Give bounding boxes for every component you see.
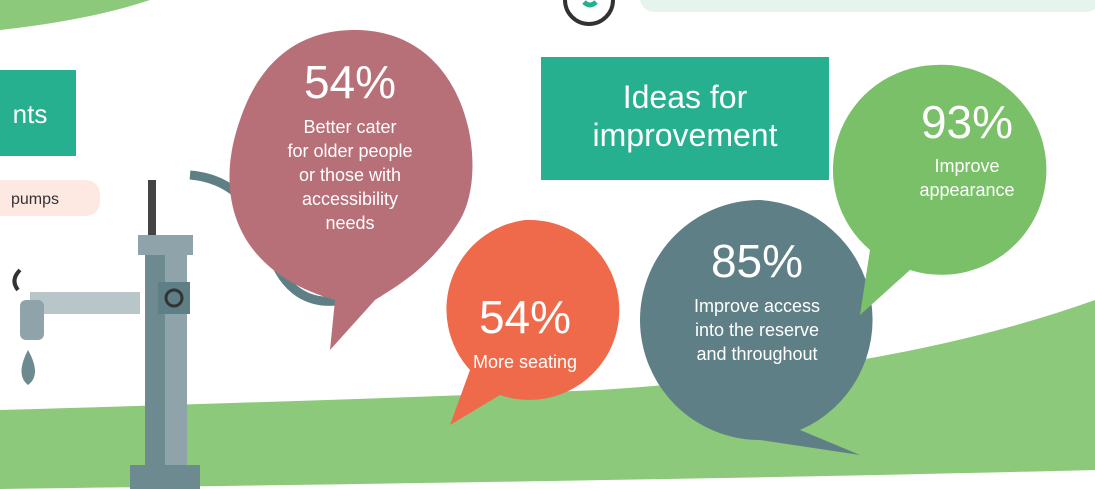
percent: 85% xyxy=(711,235,803,287)
panel-title: improvement xyxy=(593,117,778,153)
bubble-caption: needs xyxy=(325,213,374,233)
percent: 54% xyxy=(479,291,571,343)
pill-text: pumps xyxy=(11,191,59,208)
top-hill xyxy=(0,0,150,30)
bubble-caption: accessibility xyxy=(302,189,398,209)
bubble-caption: or those with xyxy=(299,165,401,185)
bubble-caption: and throughout xyxy=(696,344,817,364)
percent: 54% xyxy=(304,56,396,108)
bubble-caption: into the reserve xyxy=(695,320,819,340)
infographic: nts pumps Ideas forimprovement 54% Better… xyxy=(0,0,1095,489)
top-panel xyxy=(640,0,1095,12)
bubble-caption: More seating xyxy=(473,352,577,372)
heading-text: nts xyxy=(13,99,48,129)
bubble-caption: appearance xyxy=(919,180,1014,200)
bubble-caption: for older people xyxy=(287,141,412,161)
panel-title: Ideas for xyxy=(623,79,748,115)
percent: 93% xyxy=(921,96,1013,148)
bubble-caption: Improve access xyxy=(694,296,820,316)
icon xyxy=(584,2,596,5)
bubble-caption: Improve xyxy=(934,156,999,176)
bubble-caption: Better cater xyxy=(303,117,396,137)
